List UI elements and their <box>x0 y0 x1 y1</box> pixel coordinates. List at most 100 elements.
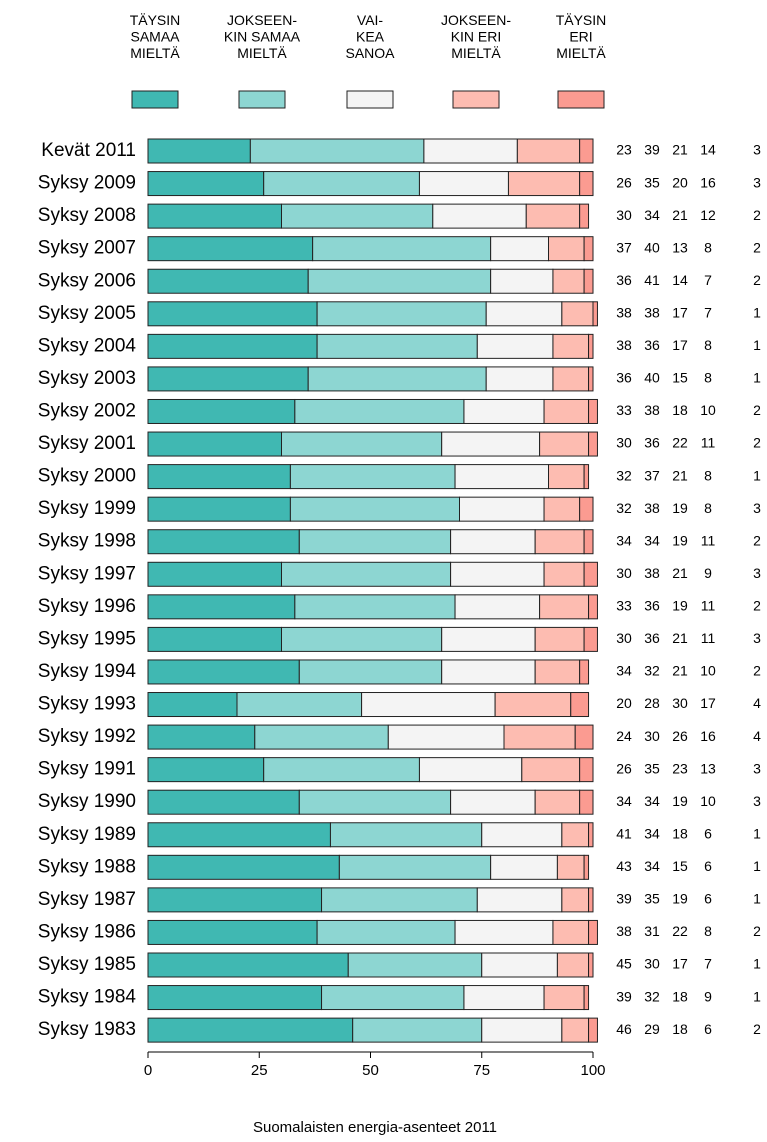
value-label: 45 <box>616 956 632 972</box>
bar-segment <box>347 952 483 978</box>
bar-segment <box>281 203 434 229</box>
bar-segment <box>588 919 598 945</box>
value-label: 3 <box>753 174 761 190</box>
value-label: 34 <box>644 858 660 874</box>
bar-segment <box>543 398 590 424</box>
category-label: Syksy 2003 <box>38 368 136 389</box>
value-label: 15 <box>672 370 688 386</box>
bar-segment <box>147 203 282 229</box>
value-label: 2 <box>753 402 761 418</box>
value-label: 1 <box>753 891 761 907</box>
value-label: 20 <box>616 695 632 711</box>
bar-segment <box>147 789 300 815</box>
category-label: Syksy 1988 <box>38 856 136 877</box>
value-label: 19 <box>672 891 688 907</box>
bar-segment <box>147 333 318 359</box>
value-label: 36 <box>616 370 632 386</box>
value-label: 32 <box>616 467 632 483</box>
value-label: 2 <box>753 1021 761 1037</box>
bar-segment <box>294 594 456 620</box>
bar-segment <box>588 1017 598 1043</box>
value-label: 17 <box>672 337 688 353</box>
value-label: 2 <box>753 207 761 223</box>
bar-segment <box>263 171 420 197</box>
bar-segment <box>454 594 541 620</box>
bar-segment <box>147 594 296 620</box>
bar-segment <box>432 203 527 229</box>
bar-segment <box>588 431 598 457</box>
value-label: 46 <box>616 1021 632 1037</box>
bar-segment <box>298 529 452 555</box>
bar-segment <box>147 919 318 945</box>
value-label: 1 <box>753 337 761 353</box>
value-label: 9 <box>704 988 712 1004</box>
bar-segment <box>481 952 558 978</box>
value-label: 18 <box>672 988 688 1004</box>
value-label: 1 <box>753 858 761 874</box>
value-label: 30 <box>616 207 632 223</box>
bar-segment <box>503 724 576 750</box>
bar-segment <box>583 626 598 652</box>
bar-segment <box>147 236 314 262</box>
value-label: 34 <box>644 207 660 223</box>
value-label: 2 <box>753 435 761 451</box>
bar-segment <box>592 301 598 327</box>
bar-segment <box>236 692 363 718</box>
category-label: Syksy 1995 <box>38 628 136 649</box>
bar-segment <box>147 366 309 392</box>
value-label: 11 <box>701 630 716 646</box>
value-label: 4 <box>753 728 761 744</box>
bar-segment <box>423 138 518 164</box>
bar-segment <box>147 724 256 750</box>
bar-segment <box>289 464 456 490</box>
bar-segment <box>534 626 585 652</box>
value-label: 1 <box>753 825 761 841</box>
bar-segment <box>147 431 282 457</box>
bar-segment <box>338 854 492 880</box>
value-label: 36 <box>644 337 660 353</box>
bar-segment <box>147 1017 354 1043</box>
bar-segment <box>579 757 594 783</box>
category-label: Syksy 1989 <box>38 824 136 845</box>
value-label: 19 <box>672 598 688 614</box>
value-label: 30 <box>616 565 632 581</box>
value-label: 18 <box>672 825 688 841</box>
bar-segment <box>387 724 505 750</box>
category-label: Syksy 1991 <box>38 759 136 780</box>
bar-segment <box>588 398 598 424</box>
value-label: 1 <box>753 467 761 483</box>
value-label: 22 <box>672 923 688 939</box>
category-label: Syksy 1986 <box>38 921 136 942</box>
value-label: 6 <box>704 858 712 874</box>
bar-segment <box>147 268 309 294</box>
value-label: 37 <box>616 239 632 255</box>
bar-segment <box>534 529 585 555</box>
bar-segment <box>147 659 300 685</box>
bar-segment <box>321 985 465 1011</box>
legend-label: TÄYSIN ERI MIELTÄ <box>556 12 607 61</box>
value-label: 35 <box>644 760 660 776</box>
bar-segment <box>588 333 594 359</box>
value-label: 3 <box>753 500 761 516</box>
value-label: 13 <box>672 239 688 255</box>
value-label: 11 <box>701 435 716 451</box>
value-label: 34 <box>616 532 632 548</box>
value-label: 21 <box>672 467 688 483</box>
bar-segment <box>263 757 420 783</box>
bar-segment <box>316 301 487 327</box>
bar-segment <box>281 561 452 587</box>
bar-segment <box>556 952 590 978</box>
value-label: 23 <box>616 142 632 158</box>
bar-segment <box>147 952 349 978</box>
bar-segment <box>548 236 585 262</box>
bar-segment <box>539 594 590 620</box>
bar-segment <box>312 236 492 262</box>
bar-segment <box>441 431 541 457</box>
bar-segment <box>147 301 318 327</box>
bar-segment <box>147 854 340 880</box>
bar-segment <box>583 854 590 880</box>
value-label: 7 <box>704 272 712 288</box>
bar-segment <box>316 333 478 359</box>
value-label: 8 <box>704 337 712 353</box>
